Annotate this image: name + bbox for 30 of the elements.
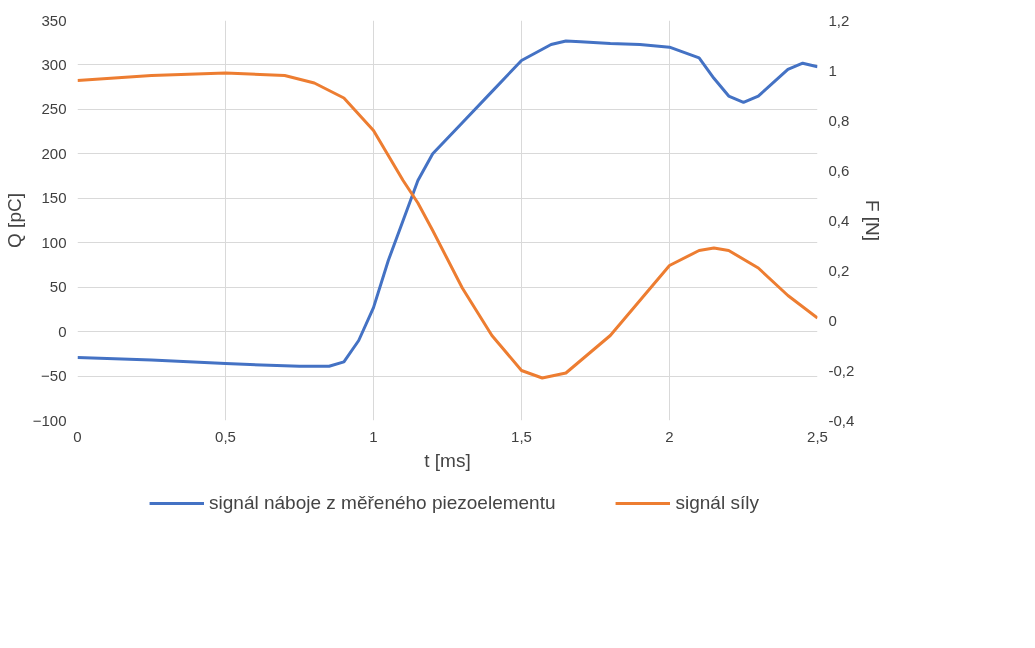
y2-tick-label: 1 (828, 61, 837, 79)
x-tick-label: 2,5 (807, 427, 828, 445)
x-tick-label: 0,5 (215, 427, 236, 445)
y2-tick-label: 0 (828, 311, 837, 329)
x-tick-label: 2 (665, 427, 674, 445)
y2-tick-label: 0,8 (828, 111, 850, 129)
y-tick-label: −100 (32, 411, 67, 429)
legend-label: signál náboje z měřeného piezoelementu (209, 492, 556, 514)
x-tick-label: 1,5 (511, 427, 532, 445)
y-axis-title: Q [pC] (3, 193, 25, 248)
legend-label: signál síly (675, 492, 759, 514)
y-tick-label: 0 (58, 322, 67, 340)
y-tick-label: −50 (41, 367, 67, 385)
y2-tick-label: 1,2 (828, 11, 850, 29)
x-axis-title: t [ms] (424, 449, 471, 471)
y2-tick-label: 0,6 (828, 161, 850, 179)
y-tick-label: 150 (41, 189, 67, 207)
y-tick-label: 200 (41, 144, 67, 162)
x-tick-label: 0 (73, 427, 82, 445)
y-tick-label: 50 (49, 278, 67, 296)
y2-tick-label: 0,4 (828, 211, 850, 229)
y2-axis-title: F [N] (862, 199, 884, 242)
x-tick-label: 1 (369, 427, 378, 445)
y2-tick-label: -0,2 (828, 361, 855, 379)
y-tick-label: 350 (41, 11, 67, 29)
y-tick-label: 300 (41, 55, 67, 73)
y2-tick-label: 0,2 (828, 261, 850, 279)
y-tick-label: 100 (41, 233, 67, 251)
y-tick-label: 250 (41, 100, 67, 118)
y2-tick-label: -0,4 (828, 411, 855, 429)
